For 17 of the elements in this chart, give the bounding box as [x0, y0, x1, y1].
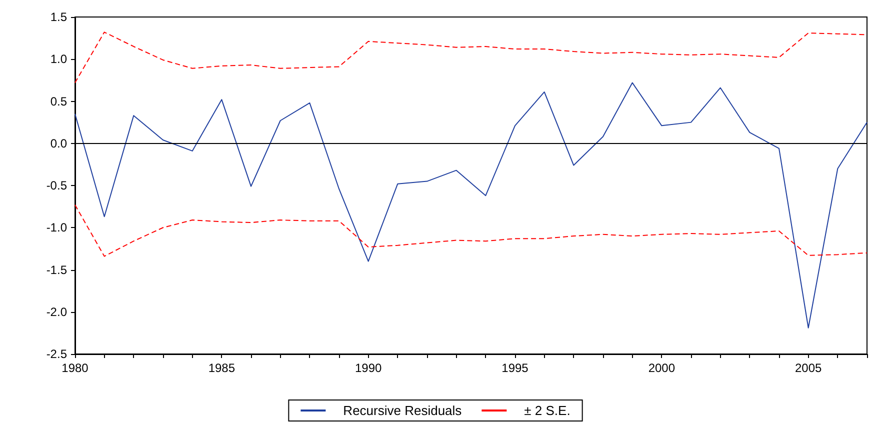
y-tick-label: 1.5: [50, 10, 68, 24]
x-tick-label: 1980: [62, 361, 89, 375]
y-tick-label: -1.0: [46, 220, 68, 235]
x-tick-label: 1990: [354, 361, 382, 375]
y-tick-label: 0.5: [50, 94, 68, 108]
y-tick-label: 1.0: [50, 52, 68, 66]
x-tick-label: 2005: [794, 361, 822, 375]
y-tick-label: -0.5: [46, 178, 68, 192]
x-tick-label: 1995: [502, 361, 529, 375]
y-tick-label: 0.0: [50, 136, 68, 150]
y-tick-label: -1.5: [46, 262, 68, 277]
x-tick-label: 1985: [208, 361, 236, 375]
y-tick-label: -2.0: [46, 304, 68, 319]
legend-label: ± 2 S.E.: [524, 403, 570, 418]
legend-label: Recursive Residuals: [343, 403, 462, 418]
x-tick-label: 2000: [648, 361, 676, 375]
y-tick-label: -2.5: [46, 347, 68, 361]
